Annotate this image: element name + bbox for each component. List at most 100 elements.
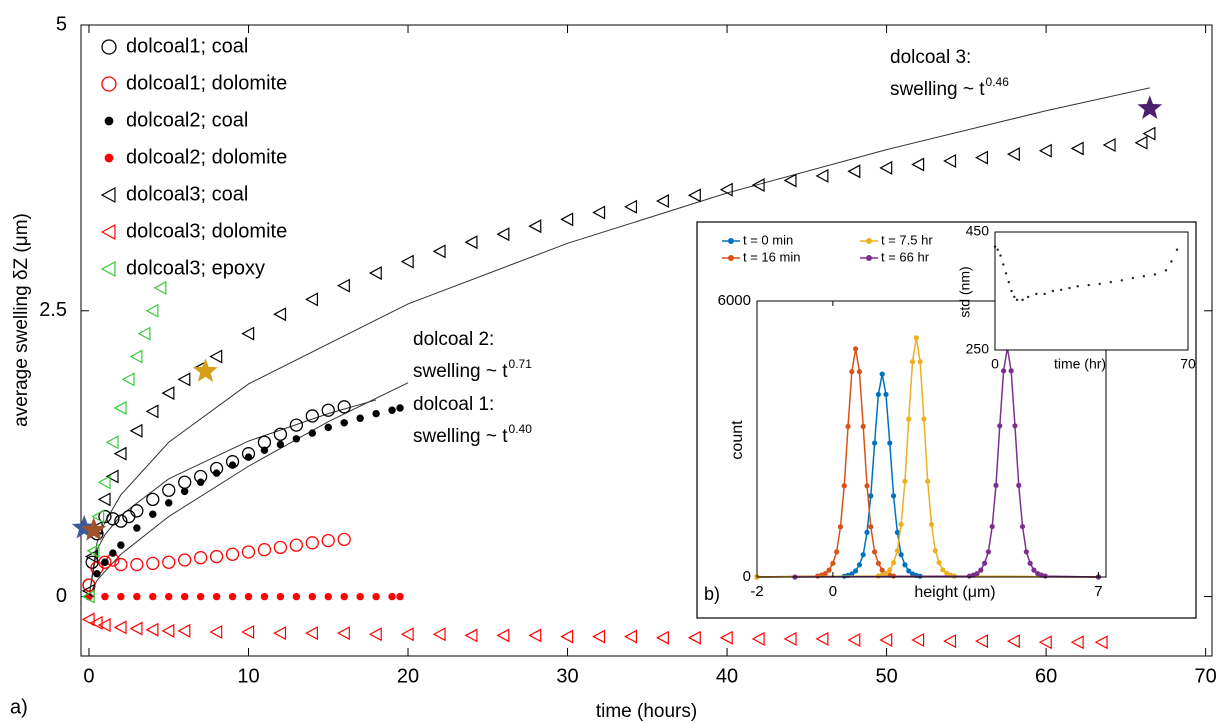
point <box>624 629 638 644</box>
legend-label: dolcoal1; coal <box>126 35 248 57</box>
point <box>97 618 111 633</box>
y-tick-label: 2.5 <box>39 299 67 321</box>
point <box>193 551 208 565</box>
legend-marker <box>101 39 117 55</box>
point <box>989 523 995 530</box>
point <box>1042 573 1048 579</box>
point <box>1142 126 1156 141</box>
point <box>909 359 916 365</box>
point <box>212 592 221 601</box>
point <box>178 475 192 489</box>
point <box>98 509 112 524</box>
point <box>936 560 942 566</box>
point <box>91 509 105 524</box>
point <box>1131 276 1135 280</box>
point <box>130 504 144 518</box>
x-tick-label: 70 <box>1180 356 1196 372</box>
legend-marker <box>866 238 872 244</box>
point <box>1070 141 1084 156</box>
y-axis-label: average swelling δZ (μm) <box>11 213 32 427</box>
point <box>149 510 157 518</box>
point <box>305 536 319 550</box>
point <box>1026 295 1030 299</box>
point <box>1021 298 1024 302</box>
legend-marker <box>100 223 116 241</box>
legend-label: dolcoal3; epoxy <box>126 257 265 279</box>
point <box>1038 143 1052 158</box>
point <box>560 629 574 644</box>
point <box>868 524 874 530</box>
point <box>1031 567 1037 573</box>
point <box>89 615 103 630</box>
point <box>974 570 980 577</box>
point <box>308 429 317 437</box>
point <box>906 568 912 574</box>
point <box>161 623 175 638</box>
point <box>1059 288 1063 292</box>
point <box>1043 292 1046 296</box>
point <box>1051 289 1055 293</box>
point <box>624 199 638 214</box>
point <box>925 478 931 484</box>
point <box>228 592 237 601</box>
point <box>225 547 240 561</box>
legend-marker <box>100 186 116 204</box>
point <box>898 521 904 527</box>
point <box>101 592 109 601</box>
point <box>372 592 380 601</box>
point <box>592 629 606 644</box>
point <box>273 540 288 555</box>
y-tick-label: 5 <box>56 13 67 35</box>
point <box>1027 560 1033 566</box>
legend-label: dolcoal2; dolomite <box>126 146 287 168</box>
x-tick-label: 0 <box>83 665 94 687</box>
point <box>1170 260 1173 263</box>
point <box>902 478 908 484</box>
point <box>396 592 404 601</box>
y-tick-label: 250 <box>966 341 990 357</box>
point <box>129 423 143 438</box>
point <box>321 533 335 548</box>
point <box>178 553 192 567</box>
legend-label: t = 7.5 hr <box>881 232 933 247</box>
point <box>887 440 893 446</box>
point <box>368 266 382 281</box>
point <box>528 628 542 643</box>
point <box>180 487 189 496</box>
point <box>921 416 927 422</box>
point <box>113 400 127 415</box>
legend-label: t = 66 hr <box>881 249 930 264</box>
point <box>913 335 919 341</box>
point <box>97 475 111 490</box>
x-tick-label: -2 <box>750 583 763 600</box>
point <box>1120 279 1124 282</box>
point <box>372 409 380 418</box>
point <box>260 592 269 601</box>
plot-area <box>754 335 1102 580</box>
point <box>241 326 255 341</box>
x-tick-label: 70 <box>1194 665 1216 687</box>
point <box>340 592 348 601</box>
point <box>130 557 144 572</box>
point <box>783 631 797 646</box>
point <box>228 461 237 469</box>
point <box>849 571 855 577</box>
point <box>1153 273 1157 276</box>
point <box>943 634 957 649</box>
point <box>336 626 350 641</box>
plot-frame <box>756 300 1107 578</box>
point <box>146 556 160 571</box>
point <box>985 549 992 555</box>
point <box>289 538 304 552</box>
point <box>105 435 119 450</box>
point <box>871 440 878 446</box>
point <box>432 627 446 642</box>
point <box>162 555 176 569</box>
point <box>276 440 285 449</box>
legend-label: dolcoal3; dolomite <box>126 220 287 242</box>
fit-line <box>88 87 1150 597</box>
point <box>324 423 332 432</box>
point <box>146 492 160 507</box>
